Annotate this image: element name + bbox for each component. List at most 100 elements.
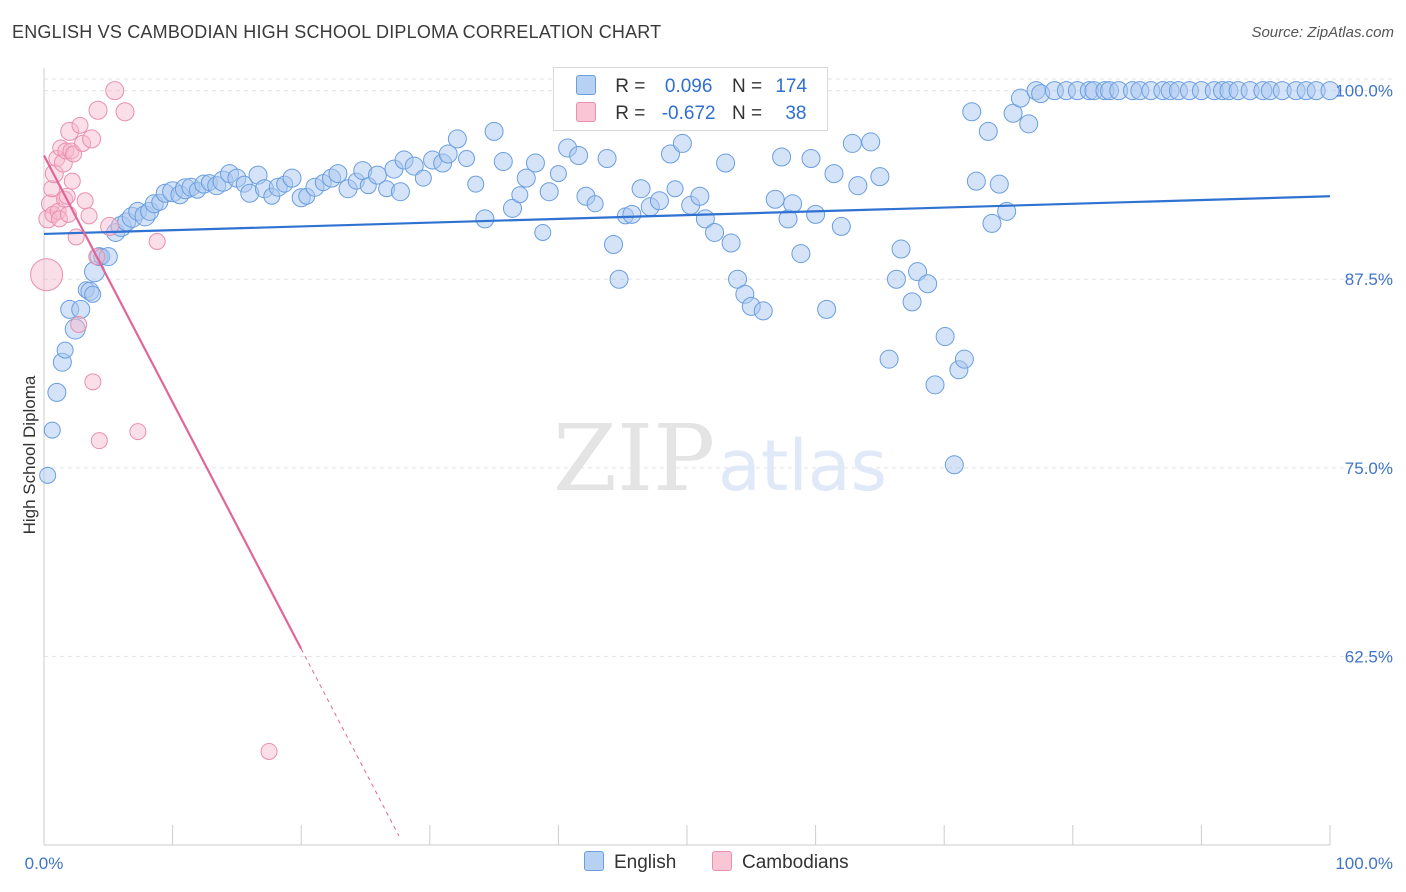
english-point-118 [891,239,911,259]
english-points [39,81,1340,484]
legend-row-cambodian: R = -0.672 N = 38 [576,102,806,128]
english-point-127 [962,102,982,122]
legend-item-english: English [584,851,676,874]
english-point-59 [404,156,424,176]
english-point-103 [772,147,792,167]
tick-labels: 62.5% 75.0% 87.5% 100.0% 0.0% 100.0% [25,82,1393,873]
english-r-value: 0.096 [664,76,713,97]
english-point-129 [978,121,998,141]
english-point-74 [534,223,552,241]
english-point-54 [367,165,387,185]
cambodian-point-31 [105,81,125,101]
english-point-128 [966,171,986,191]
english-point-7 [71,299,91,319]
english-point-0 [39,466,57,484]
english-point-119 [902,292,922,312]
english-point-123 [935,327,955,347]
cambodian-point-33 [129,423,147,441]
english-point-126 [954,349,974,369]
english-point-66 [467,175,485,193]
english-point-89 [660,144,680,164]
cambodian-point-21 [71,116,89,134]
cambodian-point-29 [90,432,108,450]
cambodian-point-32 [115,102,135,122]
english-point-115 [870,167,890,187]
english-point-60 [414,169,432,187]
cambodian-point-25 [82,129,102,149]
english-point-131 [989,174,1009,194]
cambodian-n-label: N = [731,103,763,124]
english-point-70 [502,198,522,218]
english-point-76 [549,165,567,183]
cambodian-point-28 [88,100,108,120]
source-label: Source: ZipAtlas.com [1251,24,1394,41]
english-point-97 [721,233,741,253]
cambodian-point-35 [260,742,278,760]
english-n-label: N = [731,76,763,97]
english-point-86 [631,179,651,199]
english-point-69 [493,152,513,172]
cambodian-point-20 [70,315,88,333]
y-tick-label-2: 87.5% [1345,270,1393,289]
cambodian-point-22 [74,134,92,152]
watermark-atlas: atlas [718,425,887,507]
english-point-135 [1019,114,1039,134]
english-point-95 [705,222,725,242]
cambodian-point-0 [30,258,64,292]
english-point-105 [783,194,803,214]
english-point-63 [438,144,458,164]
english-point-134 [1010,88,1030,108]
english-point-133 [1003,103,1023,123]
english-point-91 [672,133,692,153]
english-point-111 [831,216,851,236]
english-r-label: R = [615,76,646,97]
english-point-117 [886,269,906,289]
cambodian-point-15 [60,121,80,141]
english-point-85 [622,204,642,224]
cambodian-n-value: 38 [785,103,807,124]
chart-title: ENGLISH VS CAMBODIAN HIGH SCHOOL DIPLOMA… [12,22,662,42]
watermark-zip: ZIP [553,405,715,512]
cambodian-point-26 [84,373,102,391]
stats-legend: R = 0.096 N = 174 R = -0.672 N = 38 [553,67,828,131]
english-point-82 [604,235,624,255]
english-point-49 [328,164,348,184]
english-point-114 [861,132,881,152]
english-point-106 [791,244,811,264]
english-point-67 [475,209,495,229]
english-point-107 [801,149,821,169]
cambodian-point-8 [50,210,68,228]
english-point-112 [842,133,862,153]
cambodian-trend-line [43,154,303,650]
english-point-116 [879,349,899,369]
english-point-110 [824,164,844,184]
english-point-71 [511,186,529,204]
english-point-64 [447,129,467,149]
english-point-73 [525,153,545,173]
english-point-130 [982,213,1002,233]
cambodian-legend-label: Cambodians [742,852,849,873]
english-point-72 [516,168,536,188]
trend-lines [43,154,1331,837]
english-point-57 [390,182,410,202]
cambodian-point-23 [76,192,94,210]
english-point-4 [56,341,74,359]
series-legend: English Cambodians [0,851,1406,877]
english-point-122 [925,375,945,395]
english-point-108 [806,204,826,224]
english-point-83 [609,269,629,289]
english-swatch [576,75,596,95]
watermark: ZIP atlas [553,405,887,512]
y-tick-label-1: 75.0% [1345,459,1393,478]
legend-item-cambodian: Cambodians [712,851,849,874]
cambodian-r-value: -0.672 [661,103,716,124]
english-point-96 [716,153,736,173]
cambodian-swatch [576,102,596,122]
cambodian-point-17 [63,172,81,190]
english-point-81 [597,149,617,169]
x-tick-label-1: 100.0% [1335,854,1393,873]
english-point-65 [458,150,476,168]
cambodian-point-3 [43,180,61,198]
y-tick-label-3: 100.0% [1335,82,1393,101]
